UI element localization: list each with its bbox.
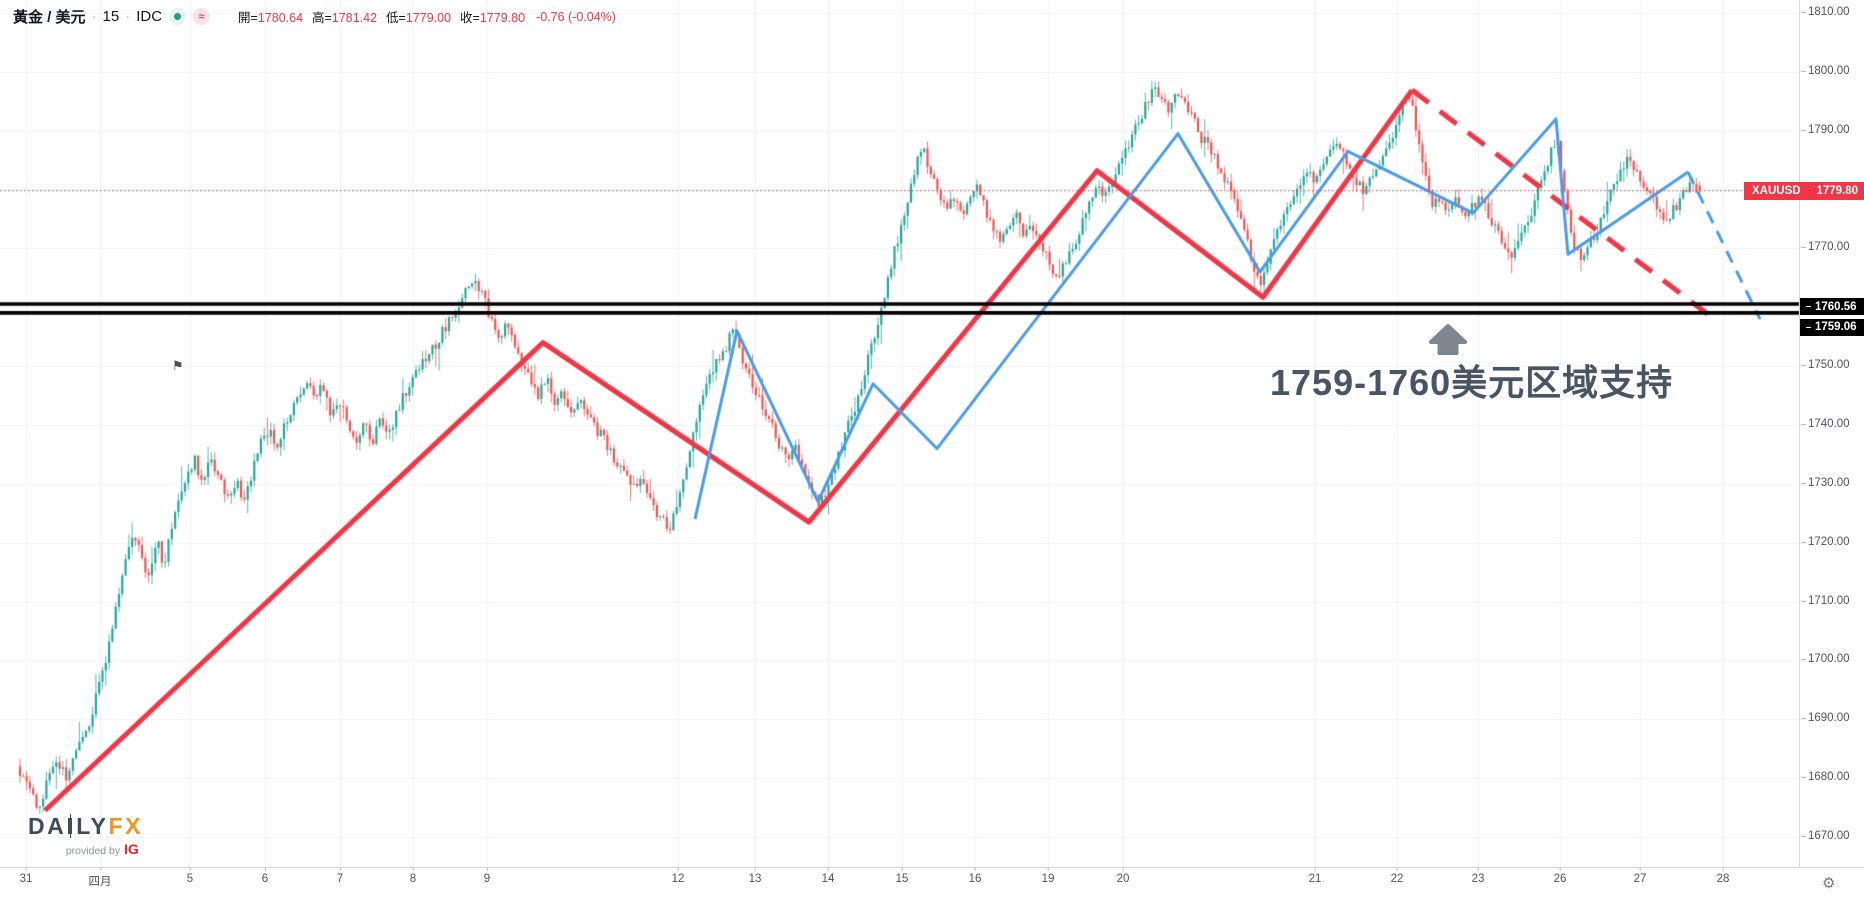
low-label: 低= xyxy=(386,11,406,25)
symbol-title[interactable]: 黃金 / 美元 xyxy=(13,9,86,26)
dailyfx-logo: DA LYFX provided by IG xyxy=(28,813,143,857)
price-tick-label: 1720.00 xyxy=(1801,535,1850,548)
price-axis-separator xyxy=(1799,0,1800,867)
time-tick-label: 8 xyxy=(409,867,417,885)
separator-dot: · xyxy=(91,8,97,25)
time-axis-separator xyxy=(0,867,1864,868)
approx-data-icon: ≈ xyxy=(193,8,211,25)
open-value: 1780.64 xyxy=(257,11,304,25)
ohlc-readout: 開=1780.64 高=1781.42 低=1779.00 收=1779.80 … xyxy=(238,7,616,26)
time-tick-label: 16 xyxy=(968,867,982,885)
ig-logo: IG xyxy=(124,841,139,857)
time-tick-label: 23 xyxy=(1471,867,1485,885)
time-tick-label: 28 xyxy=(1716,867,1730,885)
price-tick-label: 1730.00 xyxy=(1801,476,1850,489)
time-tick-label: 7 xyxy=(336,867,344,885)
high-value: 1781.42 xyxy=(331,11,378,25)
time-tick-label: 13 xyxy=(748,867,762,885)
time-tick-label: 9 xyxy=(483,867,491,885)
price-tick-label: 1700.00 xyxy=(1801,653,1850,666)
current-price-tag: XAUUSD xyxy=(1752,184,1801,197)
support-annotation-text: 1759-1760美元区域支持 xyxy=(1270,362,1674,403)
axis-tick xyxy=(1808,190,1811,192)
price-tick-label: 1680.00 xyxy=(1801,771,1850,784)
price-tick-label: 1770.00 xyxy=(1801,241,1850,254)
price-tick-label: 1710.00 xyxy=(1801,594,1850,607)
time-tick-label: 6 xyxy=(261,867,269,885)
separator-dot: · xyxy=(125,8,131,25)
price-tick-label: 1740.00 xyxy=(1801,418,1850,431)
symbol-header: 黃金 / 美元 · 15 · IDC ≈ 開=1780.64 高=1781.42… xyxy=(13,6,616,27)
price-tick-label: 1790.00 xyxy=(1801,123,1850,136)
candlestick-i-icon xyxy=(68,814,73,838)
support-price-label-upper: 1760.56 xyxy=(1800,298,1864,315)
time-tick-label: 19 xyxy=(1041,867,1055,885)
provided-by-text: provided by xyxy=(65,845,121,857)
time-tick-label: 14 xyxy=(821,867,835,885)
dailyfx-wordmark: DA LYFX xyxy=(28,813,143,839)
price-tick-label: 1810.00 xyxy=(1801,6,1850,18)
open-label: 開= xyxy=(238,11,258,25)
fx-wordmark: FX xyxy=(108,813,143,839)
price-tick-label: 1670.00 xyxy=(1801,830,1850,843)
support-price-label-lower: 1759.06 xyxy=(1800,318,1864,336)
time-tick-label: 四月 xyxy=(89,867,112,889)
time-tick-label: 26 xyxy=(1553,867,1567,885)
time-tick-label: 22 xyxy=(1390,867,1404,885)
time-tick-label: 21 xyxy=(1308,867,1322,885)
exchange-label[interactable]: IDC xyxy=(136,8,163,25)
current-price-value: 1779.80 xyxy=(1816,184,1858,197)
time-tick-label: 12 xyxy=(671,867,685,885)
current-price-label: XAUUSD 1779.80 xyxy=(1744,181,1864,200)
settings-gear-icon[interactable]: ⚙ xyxy=(1822,875,1836,892)
price-tick-label: 1690.00 xyxy=(1801,712,1850,725)
time-tick-label: 31 xyxy=(19,867,33,885)
time-tick-label: 5 xyxy=(186,867,194,885)
up-arrow-icon xyxy=(1429,324,1467,355)
provided-by-line: provided by IG xyxy=(28,841,143,857)
price-tick-label: 1800.00 xyxy=(1801,64,1850,77)
green-dot-icon xyxy=(174,13,182,20)
low-value: 1779.00 xyxy=(405,11,452,25)
interval-label[interactable]: 15 xyxy=(102,8,120,25)
flag-marker-icon[interactable]: ⚑ xyxy=(172,358,184,373)
close-value: 1779.80 xyxy=(479,11,526,25)
close-label: 收= xyxy=(460,11,480,25)
time-tick-label: 27 xyxy=(1633,867,1647,885)
price-tick-label: 1750.00 xyxy=(1801,359,1850,372)
time-tick-label: 15 xyxy=(895,867,909,885)
change-value: -0.76 (-0.04%) xyxy=(536,9,616,24)
market-status-icon xyxy=(169,8,187,25)
time-tick-label: 20 xyxy=(1116,867,1130,885)
high-label: 高= xyxy=(312,11,332,25)
